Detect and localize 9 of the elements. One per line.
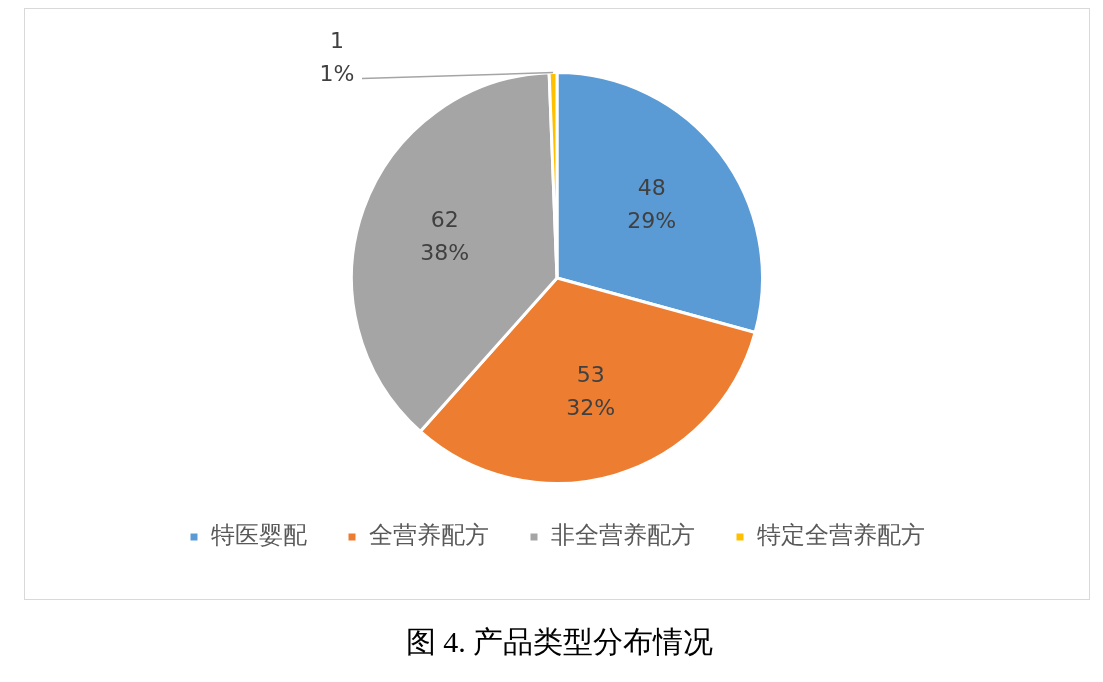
data-label: 1 1% — [319, 27, 355, 86]
legend-label: 全营养配方 — [369, 521, 489, 550]
text: 图 4. 产品类型分布情况 — [404, 624, 715, 660]
data-label: 48 29% — [627, 174, 677, 233]
data-label: 53 32% — [566, 361, 616, 420]
legend-label: 非全营养配方 — [551, 521, 695, 550]
legend-label: 特医婴配 — [211, 521, 307, 550]
data-label: 62 38% — [420, 206, 470, 265]
legend-label: 特定全营养配方 — [757, 521, 925, 550]
